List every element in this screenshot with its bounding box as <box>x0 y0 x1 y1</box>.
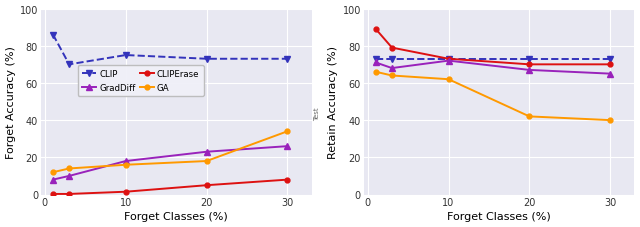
Y-axis label: Forget Accuracy (%): Forget Accuracy (%) <box>6 46 15 158</box>
Legend: CLIP, GradDiff, CLIPErase, GA: CLIP, GradDiff, CLIPErase, GA <box>77 66 204 96</box>
X-axis label: Forget Classes (%): Forget Classes (%) <box>447 212 551 222</box>
Text: Test: Test <box>314 107 320 120</box>
X-axis label: Forget Classes (%): Forget Classes (%) <box>124 212 228 222</box>
Y-axis label: Retain Accuracy (%): Retain Accuracy (%) <box>328 46 339 158</box>
